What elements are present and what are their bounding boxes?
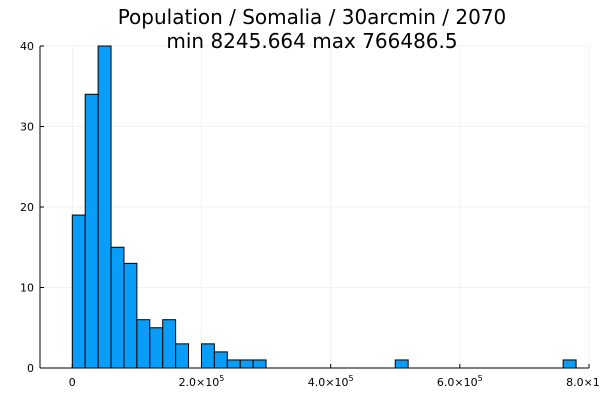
chart-subtitle: min 8245.664 max 766486.5 (166, 29, 457, 53)
x-tick-label: 8.0×105 (566, 374, 600, 389)
histogram-bar (149, 327, 164, 369)
histogram-bar (136, 319, 151, 369)
axes (39, 45, 590, 369)
x-tick-labels: 0 2.0×105 4.0×105 6.0×105 8.0×105 (69, 374, 600, 389)
histogram-bars (71, 45, 577, 369)
y-tick-label: 0 (27, 362, 34, 375)
y-tick-label: 30 (20, 121, 34, 134)
y-tick-label: 40 (20, 40, 34, 53)
x-tick-label: 2.0×105 (179, 374, 225, 389)
y-tick-labels: 0 10 20 30 40 (20, 40, 34, 375)
histogram-bar (175, 343, 190, 369)
y-tick-label: 20 (20, 201, 34, 214)
histogram-bar (562, 359, 577, 369)
x-tick-label: 6.0×105 (437, 374, 483, 389)
histogram-bar (213, 351, 228, 369)
histogram-bar (239, 359, 254, 369)
histogram-bar (394, 359, 409, 369)
x-tick-label: 4.0×105 (308, 374, 354, 389)
histogram-bar (200, 343, 215, 369)
histogram-bar (97, 45, 112, 369)
x-tick-label: 0 (69, 376, 76, 389)
histogram-bar (123, 262, 138, 369)
histogram-bar (71, 214, 86, 369)
histogram-bar (110, 246, 125, 369)
y-tick-label: 10 (20, 282, 34, 295)
histogram-bar (84, 93, 99, 369)
histogram-bar (252, 359, 267, 369)
histogram-bar (226, 359, 241, 369)
histogram-bar (162, 319, 177, 369)
chart-title: Population / Somalia / 30arcmin / 2070 (118, 5, 507, 29)
